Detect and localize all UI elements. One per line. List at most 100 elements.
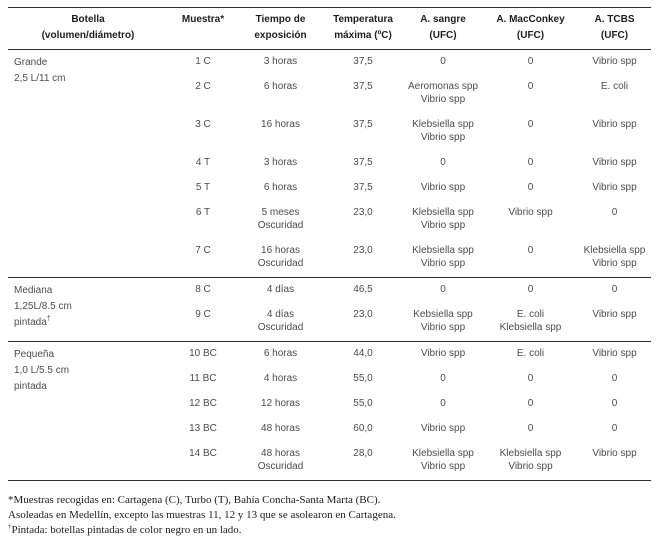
- cell-line: 37,5: [353, 81, 373, 92]
- temperatura-cell: 23,0: [323, 201, 403, 239]
- column-header-line: exposición: [254, 30, 307, 41]
- table-row: 3 C 16 horas 37,5 Klebsiella spp Vibrio spp 0…: [8, 113, 651, 151]
- column-header-line: Temperatura: [333, 14, 393, 25]
- sangre-cell: 0: [403, 278, 483, 304]
- cell-line: Oscuridad: [257, 461, 304, 472]
- cell-line: Vibrio spp: [508, 207, 553, 218]
- sangre-cell: 0: [403, 367, 483, 392]
- table-row: Mediana 1,25L/8.5 cm pintada† 8 C 4 días 46,5…: [8, 278, 651, 328]
- cell-line: 0: [527, 81, 534, 92]
- cell-line: E. coli: [600, 81, 629, 92]
- sangre-cell: 0: [403, 392, 483, 417]
- muestra-cell: 8 C: [168, 278, 238, 304]
- column-header-line: A. MacConkey: [496, 14, 565, 25]
- tcbs-cell: 0: [578, 201, 651, 239]
- temperatura-cell: 60,0: [323, 417, 403, 442]
- cell-line: 4 horas: [263, 373, 298, 384]
- tiempo-cell: 16 horas Oscuridad: [238, 239, 323, 278]
- temperatura-cell: 23,0: [323, 303, 403, 342]
- cell-line: E. coli: [516, 309, 545, 320]
- column-header-4: A. sangre (UFC): [403, 7, 483, 50]
- macconkey-cell: 0: [483, 392, 578, 417]
- cell-line: 37,5: [353, 56, 373, 67]
- cell-line: Klebsiella spp: [412, 207, 474, 218]
- cell-line: Vibrio spp: [592, 119, 637, 130]
- muestra-cell: 6 T: [168, 201, 238, 239]
- cell-line: Vibrio spp: [592, 182, 637, 193]
- bottle-cell: Pequeña 1,0 L/5.5 cm pintada: [8, 342, 168, 481]
- cell-line: 13 BC: [189, 423, 217, 434]
- table-row: 14 BC 48 horas Oscuridad 28,0 Klebsiella spp…: [8, 442, 651, 481]
- column-header-line: (UFC): [429, 30, 457, 41]
- column-header-3: Temperatura máxima (ºC): [323, 7, 403, 50]
- muestra-cell: 9 C: [168, 303, 238, 342]
- cell-line: 28,0: [353, 448, 373, 459]
- tiempo-cell: 48 horas: [238, 417, 323, 442]
- cell-line: Klebsiella spp: [412, 119, 474, 130]
- table-row: 7 C 16 horas Oscuridad 23,0 Klebsiella spp Vi…: [8, 239, 651, 278]
- cell-line: 10 BC: [189, 348, 217, 359]
- muestra-cell: 5 T: [168, 176, 238, 201]
- bottle-section-2: Pequeña 1,0 L/5.5 cm pintada 10 BC 6 horas 44…: [8, 341, 651, 481]
- temperatura-cell: 37,5: [323, 151, 403, 176]
- cell-line: Vibrio spp: [420, 220, 466, 231]
- sangre-cell: Vibrio spp: [403, 417, 483, 442]
- tiempo-cell: 3 horas: [238, 151, 323, 176]
- cell-line: 4 días: [266, 284, 295, 295]
- macconkey-cell: 0: [483, 151, 578, 176]
- column-header-5: A. MacConkey (UFC): [483, 7, 578, 50]
- muestra-cell: 13 BC: [168, 417, 238, 442]
- table-row: 4 T 3 horas 37,5 0 0 Vibrio spp: [8, 151, 651, 176]
- macconkey-cell: 0: [483, 50, 578, 76]
- cell-line: 3 horas: [263, 157, 298, 168]
- cell-line: 3 horas: [263, 56, 298, 67]
- cell-line: 12 horas: [261, 398, 300, 409]
- bottle-line: 1,25L/8.5 cm: [14, 301, 72, 312]
- column-header-line: (UFC): [600, 30, 629, 41]
- cell-line: 7 C: [195, 245, 211, 256]
- tiempo-cell: 6 horas: [238, 342, 323, 368]
- cell-line: Vibrio spp: [508, 461, 553, 472]
- tcbs-cell: Vibrio spp: [578, 442, 651, 481]
- cell-line: Vibrio spp: [420, 322, 466, 333]
- tiempo-cell: 3 horas: [238, 50, 323, 76]
- cell-line: 44,0: [353, 348, 373, 359]
- tcbs-cell: E. coli: [578, 75, 651, 113]
- column-header-line: A. sangre: [420, 14, 466, 25]
- column-header-1: Muestra*: [168, 7, 238, 50]
- tiempo-cell: 16 horas: [238, 113, 323, 151]
- sangre-cell: Klebsiella spp Vibrio spp: [403, 113, 483, 151]
- cell-line: Klebsiella spp: [499, 448, 562, 459]
- cell-line: 0: [440, 373, 446, 384]
- macconkey-cell: 0: [483, 176, 578, 201]
- muestra-cell: 7 C: [168, 239, 238, 278]
- table-row: 11 BC 4 horas 55,0 0 0 0: [8, 367, 651, 392]
- cell-line: 6 horas: [263, 81, 298, 92]
- temperatura-cell: 37,5: [323, 113, 403, 151]
- cell-line: 16 horas: [261, 245, 300, 256]
- sangre-cell: Vibrio spp: [403, 176, 483, 201]
- cell-line: 0: [527, 284, 534, 295]
- cell-line: 0: [611, 398, 618, 409]
- table-row: 12 BC 12 horas 55,0 0 0 0: [8, 392, 651, 417]
- macconkey-cell: Vibrio spp: [483, 201, 578, 239]
- dagger-footnote-marker: †: [46, 315, 51, 323]
- bottle-line: 1,0 L/5.5 cm: [14, 365, 70, 376]
- cell-line: Vibrio spp: [592, 157, 637, 168]
- cell-line: 37,5: [353, 182, 373, 193]
- cell-line: 48 horas: [261, 423, 300, 434]
- tiempo-cell: 6 horas: [238, 75, 323, 113]
- macconkey-cell: 0: [483, 417, 578, 442]
- cell-line: 0: [527, 398, 534, 409]
- cell-line: Oscuridad: [257, 322, 304, 333]
- cell-line: 4 T: [195, 157, 211, 168]
- cell-line: Vibrio spp: [420, 182, 466, 193]
- macconkey-cell: E. coli: [483, 342, 578, 368]
- tcbs-cell: 0: [578, 367, 651, 392]
- tcbs-cell: Vibrio spp: [578, 151, 651, 176]
- cell-line: 0: [527, 56, 534, 67]
- muestra-cell: 11 BC: [168, 367, 238, 392]
- table-footnotes: *Muestras recogidas en: Cartagena (C), T…: [8, 493, 651, 538]
- cell-line: Klebsiella spp: [499, 322, 562, 333]
